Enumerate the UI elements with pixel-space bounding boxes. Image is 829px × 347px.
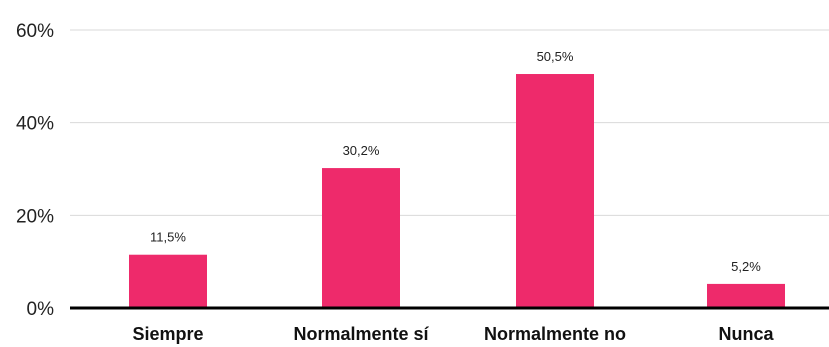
y-axis-tick-labels: 0% 20% 40% 60%: [16, 21, 54, 320]
data-label-4: 5,2%: [731, 259, 761, 274]
bar-2: [322, 168, 400, 308]
data-label-2: 30,2%: [343, 143, 380, 158]
bar-1: [129, 254, 207, 308]
y-tick-label-40: 40%: [16, 114, 54, 135]
data-label-1: 11,5%: [150, 230, 186, 245]
y-tick-label-0: 0%: [27, 299, 55, 320]
x-tick-label-3: Normalmente no: [484, 324, 626, 344]
gridlines: [70, 29, 829, 216]
x-tick-label-1: Siempre: [132, 324, 203, 344]
y-tick-label-20: 20%: [16, 206, 54, 227]
y-tick-label-60: 60%: [16, 21, 54, 42]
x-tick-label-2: Normalmente sí: [293, 324, 429, 344]
bar-3: [516, 74, 594, 309]
x-axis-tick-labels: Siempre Normalmente sí Normalmente no Nunca: [132, 324, 774, 344]
bar-4: [707, 283, 785, 308]
x-tick-label-4: Nunca: [718, 324, 774, 344]
data-labels: 11,5% 30,2% 50,5% 5,2%: [150, 49, 761, 274]
data-label-3: 50,5%: [537, 49, 574, 64]
bars: [129, 74, 785, 309]
